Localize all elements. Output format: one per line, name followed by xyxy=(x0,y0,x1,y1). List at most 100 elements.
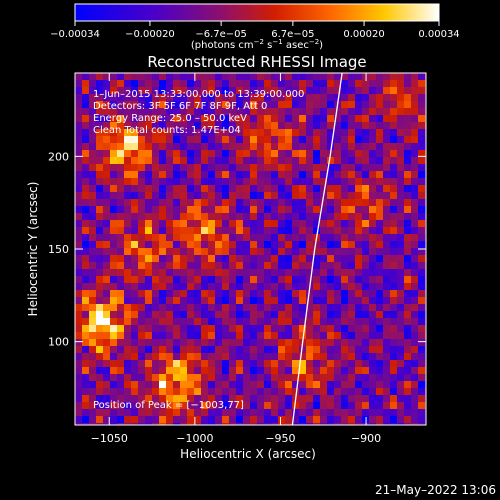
heatmap-cell xyxy=(222,332,230,340)
heatmap-cell xyxy=(334,318,342,326)
heatmap-cell xyxy=(390,164,398,172)
heatmap-cell xyxy=(159,171,167,179)
heatmap-cell xyxy=(89,213,97,221)
heatmap-cell xyxy=(201,143,209,151)
heatmap-cell xyxy=(243,164,251,172)
heatmap-cell xyxy=(313,199,321,207)
heatmap-cell xyxy=(278,171,286,179)
heatmap-cell xyxy=(173,157,181,165)
heatmap-cell xyxy=(355,136,363,144)
heatmap-cell xyxy=(355,206,363,214)
heatmap-cell xyxy=(229,206,237,214)
heatmap-cell xyxy=(306,227,314,235)
heatmap-cell xyxy=(187,136,195,144)
heatmap-cell xyxy=(180,220,188,228)
heatmap-cell xyxy=(327,353,335,361)
heatmap-cell xyxy=(411,157,419,165)
heatmap-cell xyxy=(250,409,258,417)
heatmap-cell xyxy=(229,269,237,277)
heatmap-cell xyxy=(327,101,335,109)
heatmap-cell xyxy=(215,178,223,186)
heatmap-cell xyxy=(110,115,118,123)
heatmap-cell xyxy=(250,297,258,305)
heatmap-cell xyxy=(187,262,195,270)
heatmap-cell xyxy=(411,318,419,326)
heatmap-cell xyxy=(103,206,111,214)
heatmap-cell xyxy=(404,311,412,319)
heatmap-cell xyxy=(103,388,111,396)
heatmap-cell xyxy=(390,318,398,326)
heatmap-cell xyxy=(292,115,300,123)
heatmap-cell xyxy=(96,346,104,354)
heatmap-cell xyxy=(292,213,300,221)
heatmap-cell xyxy=(404,157,412,165)
heatmap-cell xyxy=(152,122,160,130)
heatmap-cell xyxy=(411,94,419,102)
heatmap-cell xyxy=(138,87,146,95)
heatmap-cell xyxy=(89,318,97,326)
heatmap-cell xyxy=(131,157,139,165)
heatmap-cell xyxy=(180,262,188,270)
heatmap-cell xyxy=(362,339,370,347)
heatmap-cell xyxy=(103,353,111,361)
heatmap-cell xyxy=(383,276,391,284)
heatmap-cell xyxy=(320,185,328,193)
heatmap-cell xyxy=(341,129,349,137)
heatmap-cell xyxy=(180,339,188,347)
heatmap-cell xyxy=(152,206,160,214)
heatmap-cell xyxy=(285,185,293,193)
heatmap-cell xyxy=(159,115,167,123)
heatmap-cell xyxy=(131,234,139,242)
heatmap-cell xyxy=(243,227,251,235)
heatmap-cell xyxy=(390,395,398,403)
heatmap-cell xyxy=(299,220,307,228)
heatmap-cell xyxy=(355,339,363,347)
heatmap-cell xyxy=(103,80,111,88)
heatmap-cell xyxy=(404,115,412,123)
heatmap-cell xyxy=(173,206,181,214)
heatmap-cell xyxy=(75,325,83,333)
heatmap-image xyxy=(75,73,426,425)
heatmap-cell xyxy=(215,150,223,158)
heatmap-cell xyxy=(250,269,258,277)
heatmap-cell xyxy=(180,87,188,95)
heatmap-cell xyxy=(243,325,251,333)
heatmap-cell xyxy=(138,192,146,200)
heatmap-cell xyxy=(222,304,230,312)
heatmap-cell xyxy=(306,108,314,116)
heatmap-cell xyxy=(411,73,419,81)
heatmap-cell xyxy=(180,297,188,305)
heatmap-cell xyxy=(138,185,146,193)
heatmap-cell xyxy=(397,402,405,410)
heatmap-cell xyxy=(96,290,104,298)
heatmap-cell xyxy=(159,206,167,214)
heatmap-cell xyxy=(208,423,216,425)
heatmap-cell xyxy=(236,318,244,326)
heatmap-cell xyxy=(222,283,230,291)
heatmap-cell xyxy=(152,94,160,102)
heatmap-cell xyxy=(362,136,370,144)
heatmap-cell xyxy=(208,283,216,291)
heatmap-cell xyxy=(173,171,181,179)
heatmap-cell xyxy=(145,388,153,396)
heatmap-cell xyxy=(82,402,90,410)
heatmap-cell xyxy=(236,360,244,368)
heatmap-cell xyxy=(411,283,419,291)
heatmap-cell xyxy=(355,227,363,235)
heatmap-cell xyxy=(208,360,216,368)
heatmap-cell xyxy=(229,129,237,137)
heatmap-cell xyxy=(124,283,132,291)
heatmap-cell xyxy=(341,332,349,340)
heatmap-cell xyxy=(341,395,349,403)
heatmap-cell xyxy=(89,108,97,116)
heatmap-cell xyxy=(138,241,146,249)
heatmap-cell xyxy=(243,241,251,249)
heatmap-cell xyxy=(117,101,125,109)
heatmap-cell xyxy=(117,234,125,242)
heatmap-cell xyxy=(271,94,279,102)
heatmap-cell xyxy=(376,374,384,382)
heatmap-cell xyxy=(383,332,391,340)
heatmap-cell xyxy=(397,94,405,102)
heatmap-cell xyxy=(411,220,419,228)
